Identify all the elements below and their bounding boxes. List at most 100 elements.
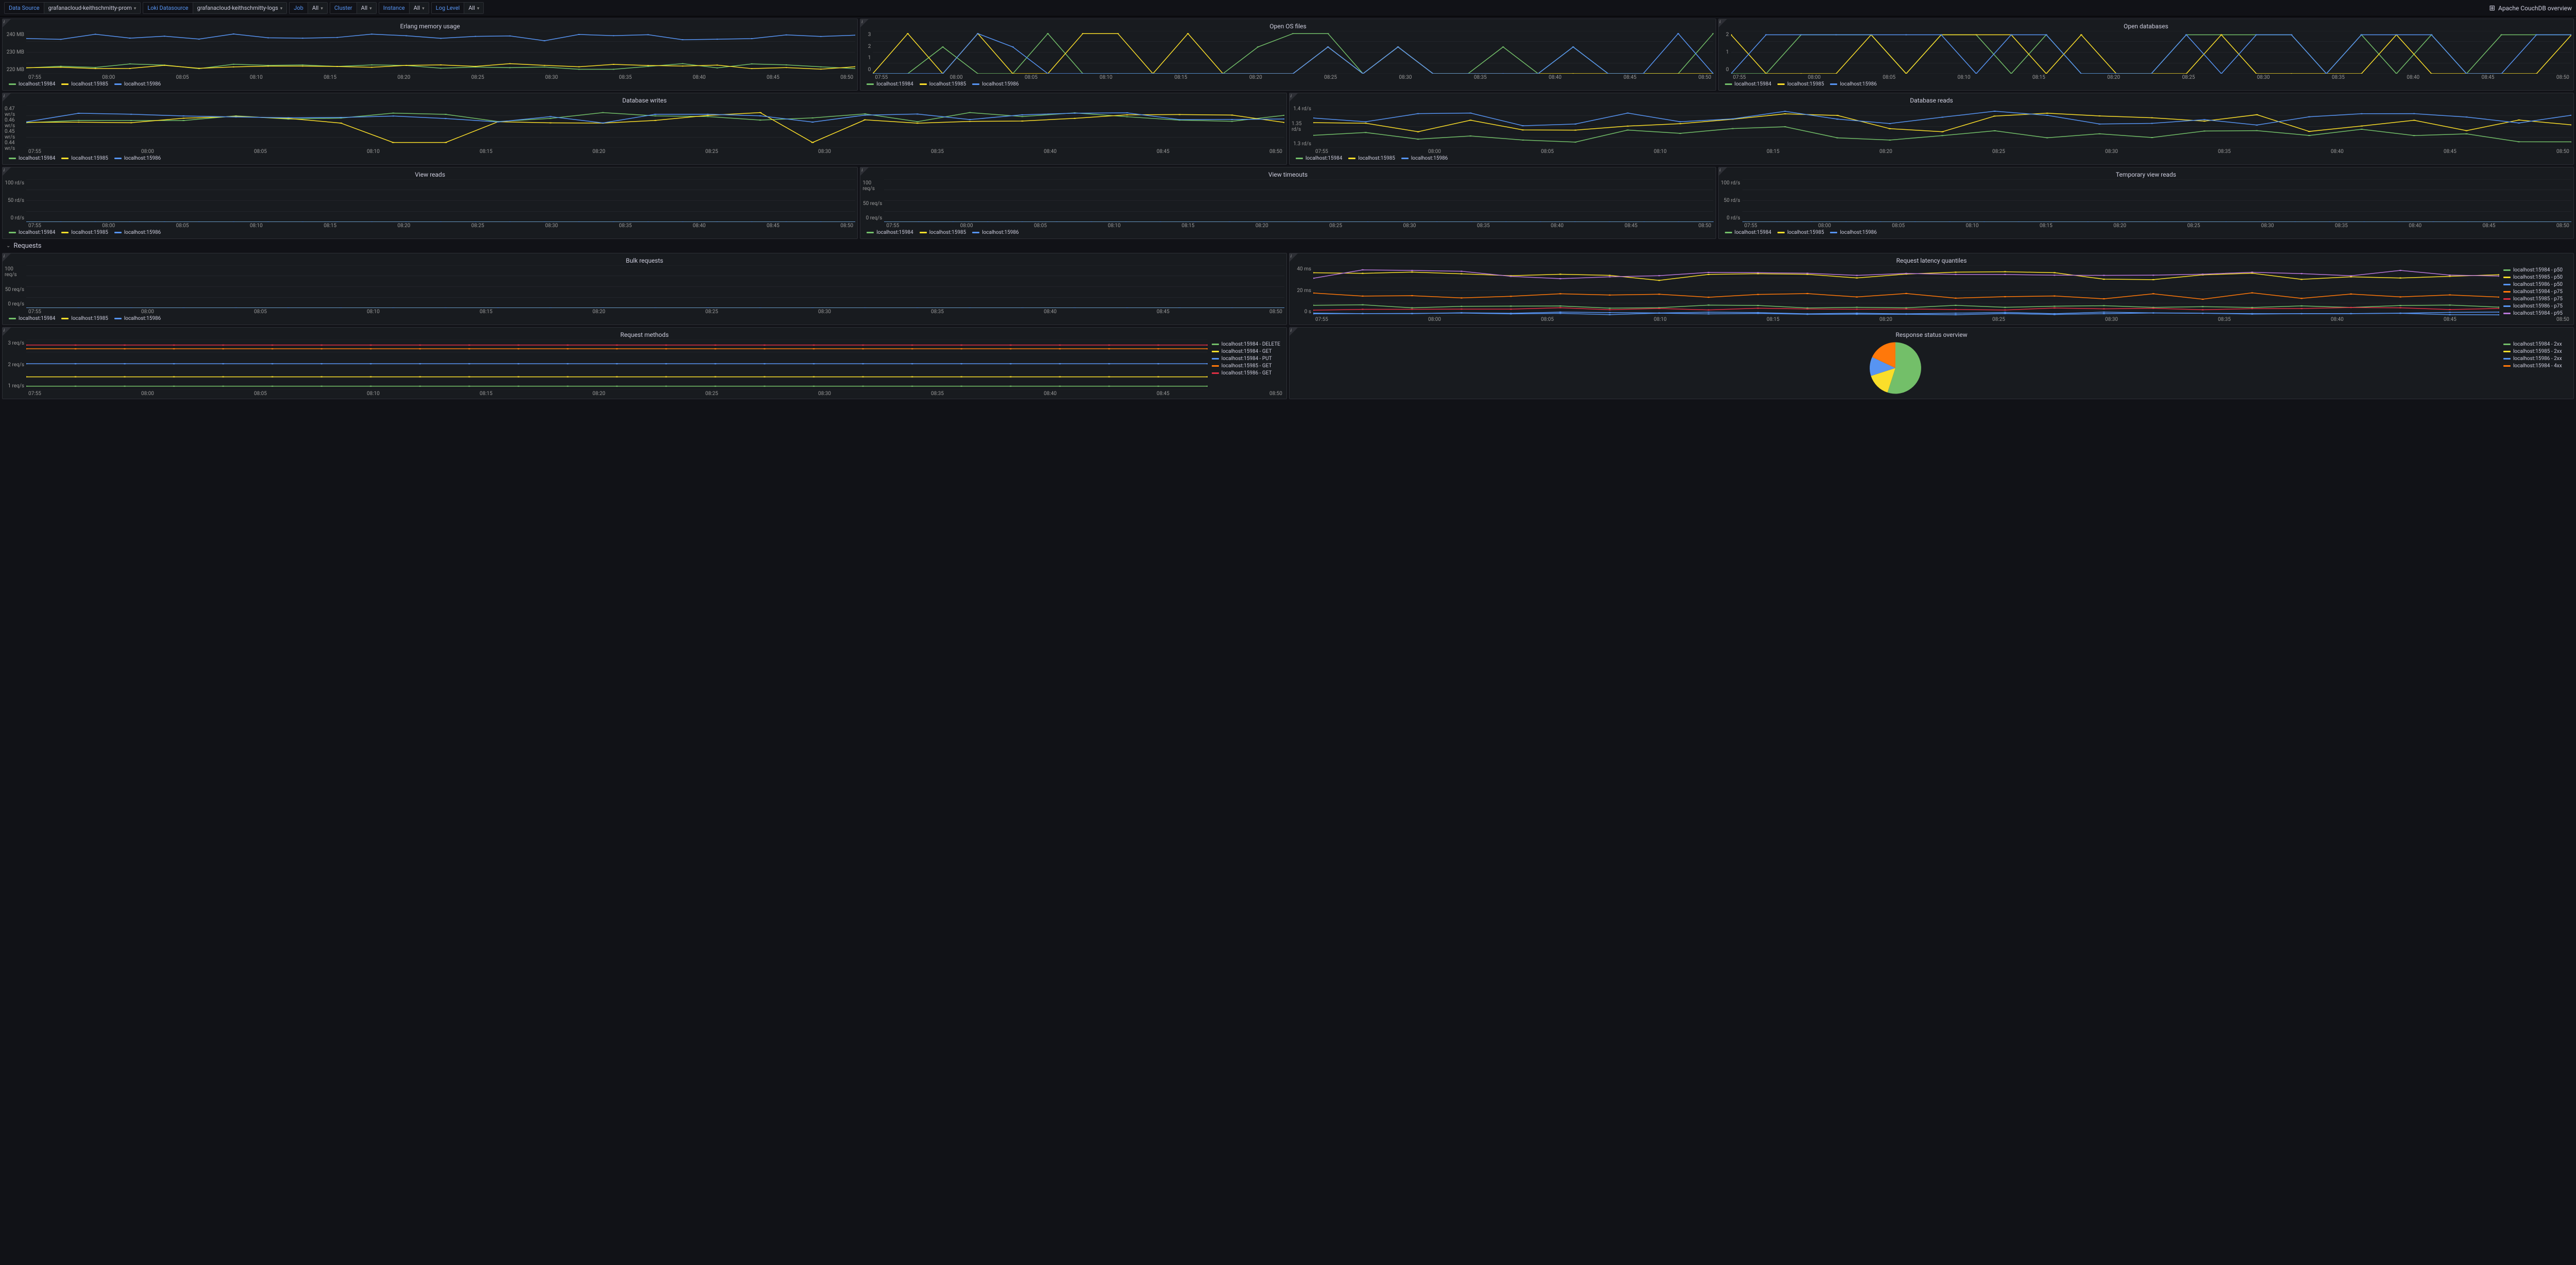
panel-title: Database writes <box>5 95 1284 105</box>
legend-item[interactable]: localhost:15984 <box>1725 230 1771 235</box>
panel-erlang-memory[interactable]: Erlang memory usage 240 MB230 MB220 MB 0… <box>2 19 858 91</box>
panel-view-timeouts[interactable]: View timeouts 100 req/s50 req/s0 req/s 0… <box>860 167 1716 239</box>
legend-label: localhost:15984 <box>19 156 55 161</box>
panel-temp-view-reads[interactable]: Temporary view reads 100 rd/s50 rd/s0 rd… <box>1718 167 2574 239</box>
toolbar-link[interactable]: ⊞ Apache CouchDB overview <box>2489 4 2572 12</box>
legend-item[interactable]: localhost:15984 <box>867 81 913 87</box>
var-datasource[interactable]: Data Source grafanacloud-keithschmitty-p… <box>4 2 141 14</box>
legend-item[interactable]: localhost:15985 - p50 <box>2503 275 2567 280</box>
legend-item[interactable]: localhost:15984 - GET <box>1212 349 1280 354</box>
legend-label: localhost:15984 - 4xx <box>2513 363 2562 369</box>
legend-item[interactable]: localhost:15986 <box>972 81 1019 87</box>
info-icon[interactable] <box>1719 167 1727 176</box>
panel-title: Open OS files <box>862 21 1713 31</box>
info-icon[interactable] <box>1290 328 1298 336</box>
panel-title: View timeouts <box>862 169 1713 179</box>
legend-item[interactable]: localhost:15985 <box>1348 156 1395 161</box>
legend-item[interactable]: localhost:15984 - p75 <box>2503 289 2567 295</box>
panel-title: Request methods <box>5 330 1284 339</box>
legend-item[interactable]: localhost:15984 <box>1725 81 1771 87</box>
legend-item[interactable]: localhost:15985 - p75 <box>2503 296 2567 302</box>
info-icon[interactable] <box>3 167 11 176</box>
legend-item[interactable]: localhost:15984 <box>9 230 55 235</box>
info-icon[interactable] <box>860 19 869 27</box>
panel-response-status[interactable]: Response status overview localhost:15984… <box>1289 327 2574 399</box>
panel-title: Bulk requests <box>5 255 1284 265</box>
legend-item[interactable]: localhost:15984 - 4xx <box>2503 363 2567 369</box>
var-loki[interactable]: Loki Datasource grafanacloud-keithschmit… <box>143 2 287 14</box>
legend-item[interactable]: localhost:15984 <box>9 81 55 87</box>
legend-item[interactable]: localhost:15986 <box>1830 230 1876 235</box>
info-icon[interactable] <box>1290 93 1298 101</box>
y-axis: 100 rd/s50 rd/s0 rd/s <box>1721 179 1742 222</box>
y-axis: 40 ms20 ms0 s <box>1292 265 1313 316</box>
panel-request-methods[interactable]: Request methods 3 req/s2 req/s1 req/s lo… <box>2 327 1287 399</box>
legend-item[interactable]: localhost:15985 <box>920 230 966 235</box>
legend-item[interactable]: localhost:15986 - 2xx <box>2503 356 2567 362</box>
panel-bulk-requests[interactable]: Bulk requests 100 req/s50 req/s0 req/s 0… <box>2 253 1287 325</box>
legend-item[interactable]: localhost:15986 <box>114 230 161 235</box>
legend-item[interactable]: localhost:15984 <box>9 316 55 321</box>
y-axis: 100 req/s50 req/s0 req/s <box>862 179 884 222</box>
y-axis: 3210 <box>862 31 873 74</box>
legend-item[interactable]: localhost:15985 <box>1777 230 1824 235</box>
legend-item[interactable]: localhost:15984 <box>9 156 55 161</box>
legend-item[interactable]: localhost:15985 <box>61 156 108 161</box>
legend-item[interactable]: localhost:15985 - 2xx <box>2503 349 2567 354</box>
legend-item[interactable]: localhost:15986 <box>114 316 161 321</box>
legend-item[interactable]: localhost:15985 <box>61 316 108 321</box>
legend-item[interactable]: localhost:15986 - p75 <box>2503 303 2567 309</box>
legend-item[interactable]: localhost:15986 - GET <box>1212 370 1280 376</box>
info-icon[interactable] <box>1719 19 1727 27</box>
legend-label: localhost:15986 <box>1840 81 1876 87</box>
legend-item[interactable]: localhost:15985 <box>61 81 108 87</box>
x-axis: 07:5508:0008:0508:1008:1508:2008:2508:30… <box>5 74 855 80</box>
legend-item[interactable]: localhost:15986 <box>114 156 161 161</box>
legend-item[interactable]: localhost:15984 - PUT <box>1212 356 1280 362</box>
info-icon[interactable] <box>3 93 11 101</box>
legend-swatch <box>114 83 122 85</box>
legend-item[interactable]: localhost:15986 <box>114 81 161 87</box>
legend-item[interactable]: localhost:15986 <box>972 230 1019 235</box>
panel-view-reads[interactable]: View reads 100 rd/s50 rd/s0 rd/s 07:5508… <box>2 167 858 239</box>
legend-item[interactable]: localhost:15986 <box>1401 156 1448 161</box>
legend-item[interactable]: localhost:15984 <box>867 230 913 235</box>
info-icon[interactable] <box>3 253 11 262</box>
legend-label: localhost:15984 <box>1735 81 1771 87</box>
var-instance-value: All▾ <box>409 3 429 13</box>
legend-item[interactable]: localhost:15984 - DELETE <box>1212 341 1280 347</box>
legend-swatch <box>2503 313 2511 314</box>
chevron-down-icon: ▾ <box>134 6 137 11</box>
var-job[interactable]: Job All▾ <box>289 2 328 14</box>
legend-label: localhost:15986 <box>124 81 161 87</box>
legend-item[interactable]: localhost:15985 <box>920 81 966 87</box>
legend-item[interactable]: localhost:15984 - p50 <box>2503 267 2567 273</box>
info-icon[interactable] <box>3 328 11 336</box>
legend: localhost:15984 localhost:15985 localhost:… <box>5 155 1284 162</box>
legend-item[interactable]: localhost:15985 <box>1777 81 1824 87</box>
section-requests[interactable]: ⌄ Requests <box>2 241 2574 251</box>
var-instance[interactable]: Instance All▾ <box>379 2 429 14</box>
panel-open-databases[interactable]: Open databases 210 07:5508:0008:0508:100… <box>1718 19 2574 91</box>
legend-item[interactable]: localhost:15986 - p50 <box>2503 282 2567 287</box>
info-icon[interactable] <box>860 167 869 176</box>
var-loglevel[interactable]: Log Level All▾ <box>431 2 484 14</box>
info-icon[interactable] <box>1290 253 1298 262</box>
legend-label: localhost:15986 - p50 <box>2513 282 2563 287</box>
var-cluster[interactable]: Cluster All▾ <box>330 2 377 14</box>
legend: localhost:15984 localhost:15985 localhost:… <box>5 80 855 88</box>
legend-label: localhost:15985 - 2xx <box>2513 349 2562 354</box>
legend-item[interactable]: localhost:15985 <box>61 230 108 235</box>
legend-item[interactable]: localhost:15986 <box>1830 81 1876 87</box>
panel-latency[interactable]: Request latency quantiles 40 ms20 ms0 s … <box>1289 253 2574 325</box>
panel-database-reads[interactable]: Database reads 1.4 rd/s1.35 rd/s1.3 rd/s… <box>1289 93 2574 165</box>
legend-item[interactable]: localhost:15985 - GET <box>1212 363 1280 369</box>
panel-open-os-files[interactable]: Open OS files 3210 07:5508:0008:0508:100… <box>860 19 1716 91</box>
y-axis: 0.47 wr/s0.46 wr/s0.45 wr/s0.44 wr/s <box>5 105 26 148</box>
legend-item[interactable]: localhost:15984 - 2xx <box>2503 341 2567 347</box>
info-icon[interactable] <box>3 19 11 27</box>
legend-label: localhost:15984 <box>876 230 913 235</box>
panel-database-writes[interactable]: Database writes 0.47 wr/s0.46 wr/s0.45 w… <box>2 93 1287 165</box>
var-loki-label: Loki Datasource <box>143 3 192 13</box>
legend-item[interactable]: localhost:15984 <box>1296 156 1342 161</box>
